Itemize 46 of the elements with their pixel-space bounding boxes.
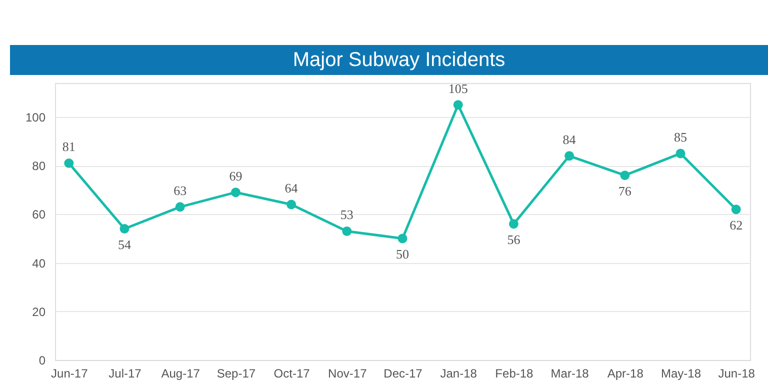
x-tick-label: Apr-18 bbox=[607, 366, 644, 380]
data-label: 76 bbox=[618, 183, 632, 198]
y-tick-label: 60 bbox=[32, 208, 46, 222]
point bbox=[64, 158, 74, 168]
point bbox=[453, 100, 463, 110]
x-tick-label: Feb-18 bbox=[495, 366, 534, 380]
data-label: 81 bbox=[62, 139, 76, 154]
x-tick-label: Aug-17 bbox=[161, 366, 200, 380]
x-tick-label: Jun-17 bbox=[51, 366, 88, 380]
chart-title: Major Subway Incidents bbox=[292, 49, 506, 71]
y-tick-label: 0 bbox=[38, 354, 46, 368]
x-tick-label: Dec-17 bbox=[384, 366, 423, 380]
point bbox=[731, 204, 741, 214]
x-tick-label: Jul-17 bbox=[108, 366, 142, 380]
y-tick-label: 80 bbox=[32, 159, 46, 174]
point bbox=[175, 202, 185, 212]
point bbox=[620, 170, 630, 180]
y-tick-label: 40 bbox=[32, 256, 46, 270]
point bbox=[342, 226, 352, 236]
data-label: 105 bbox=[448, 80, 468, 96]
data-label: 54 bbox=[118, 236, 132, 252]
data-label: 84 bbox=[562, 132, 576, 147]
data-label: 56 bbox=[507, 232, 521, 247]
x-tick-label: May-18 bbox=[660, 366, 702, 380]
data-label: 62 bbox=[730, 217, 743, 232]
data-label: 63 bbox=[174, 182, 187, 198]
x-tick-label: Jan-18 bbox=[440, 366, 478, 380]
x-tick-label: Mar-18 bbox=[550, 366, 590, 380]
point bbox=[230, 188, 240, 198]
x-tick-label: Oct-17 bbox=[274, 366, 310, 380]
point bbox=[564, 151, 574, 161]
data-label: 69 bbox=[229, 168, 242, 184]
data-label: 50 bbox=[396, 246, 409, 262]
point bbox=[286, 200, 296, 210]
x-tick-label: Nov-17 bbox=[328, 366, 368, 380]
data-label: 53 bbox=[340, 207, 354, 222]
y-tick-label: 20 bbox=[32, 304, 46, 319]
point bbox=[398, 234, 408, 244]
point bbox=[508, 219, 518, 229]
point bbox=[676, 148, 686, 158]
point bbox=[120, 224, 130, 234]
data-label: 85 bbox=[674, 129, 687, 144]
x-tick-label: Sep-17 bbox=[216, 366, 256, 380]
data-label: 64 bbox=[284, 180, 298, 196]
y-tick-label: 100 bbox=[25, 110, 46, 125]
x-tick-label: Jun-18 bbox=[718, 366, 756, 380]
